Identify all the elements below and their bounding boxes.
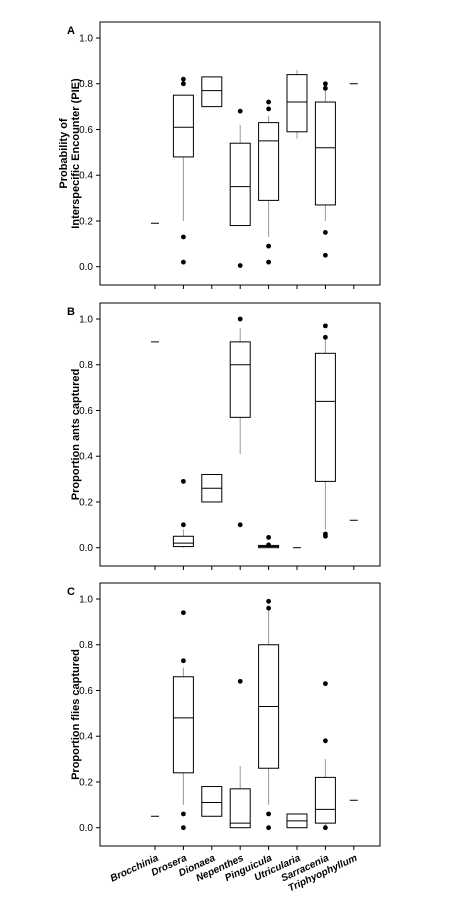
y-axis-label: Proportion ants captured [70, 369, 82, 500]
outlier [181, 81, 186, 87]
outlier [323, 681, 328, 687]
plot-frame [99, 21, 381, 286]
y-tick-label: 1.0 [79, 34, 93, 45]
outlier [323, 230, 328, 235]
y-tick-label: 0.4 [79, 452, 93, 463]
outlier [266, 598, 271, 604]
y-tick-label: 0.0 [79, 823, 93, 834]
outlier [266, 535, 271, 540]
box [314, 776, 336, 824]
y-tick-label: 0.8 [79, 640, 93, 651]
outlier [181, 811, 186, 817]
outlier [181, 522, 186, 528]
outlier [181, 610, 186, 616]
outlier [323, 81, 328, 87]
outlier [237, 678, 243, 684]
box [258, 122, 280, 201]
y-tick-label: 0.4 [79, 732, 93, 743]
box [201, 76, 223, 108]
panel-label: A [67, 25, 75, 37]
outlier [237, 263, 243, 268]
outlier [266, 259, 271, 265]
box [314, 101, 336, 206]
y-tick-label: 0.2 [79, 497, 93, 508]
outlier [266, 106, 271, 112]
outlier [266, 99, 271, 105]
y-tick-label: 0.6 [79, 125, 93, 136]
box [172, 94, 194, 158]
box [286, 74, 308, 133]
y-tick-label: 0.0 [79, 543, 93, 554]
y-tick-label: 0.8 [79, 360, 93, 371]
y-tick-label: 0.8 [79, 79, 93, 90]
outlier [237, 108, 243, 114]
box [172, 535, 194, 548]
box [229, 788, 251, 829]
outlier [323, 252, 328, 258]
plot-frame [99, 582, 381, 847]
outlier [181, 76, 186, 82]
outlier [266, 811, 271, 817]
outlier [266, 542, 271, 548]
outlier [266, 825, 271, 831]
box [229, 341, 251, 418]
outlier [323, 825, 328, 831]
y-tick-label: 0.4 [79, 171, 93, 182]
y-axis-label: Interspecific Encounter (PIE) [70, 78, 82, 229]
outlier [181, 478, 186, 484]
outlier [181, 658, 186, 664]
panel-label: B [67, 306, 75, 318]
y-axis-label: Proportion flies captured [70, 649, 82, 780]
outlier [237, 522, 243, 528]
box [172, 676, 194, 774]
y-tick-label: 0.6 [79, 406, 93, 417]
y-tick-label: 1.0 [79, 595, 93, 606]
y-tick-label: 0.2 [79, 216, 93, 227]
box [314, 352, 336, 482]
outlier [181, 259, 186, 265]
box [201, 786, 223, 817]
outlier [323, 334, 328, 340]
outlier [237, 316, 243, 322]
outlier [323, 533, 328, 539]
y-tick-label: 0.6 [79, 686, 93, 697]
y-tick-label: 1.0 [79, 315, 93, 326]
outlier [181, 825, 186, 831]
outlier [323, 323, 328, 329]
box [229, 142, 251, 227]
outlier [181, 234, 186, 240]
y-axis-label: Probability of [58, 118, 70, 189]
panel-label: C [67, 586, 75, 598]
y-tick-label: 0.2 [79, 777, 93, 788]
outlier [323, 738, 328, 744]
outlier [266, 243, 271, 249]
y-tick-label: 0.0 [79, 262, 93, 273]
outlier [266, 605, 271, 611]
outlier [323, 85, 328, 91]
